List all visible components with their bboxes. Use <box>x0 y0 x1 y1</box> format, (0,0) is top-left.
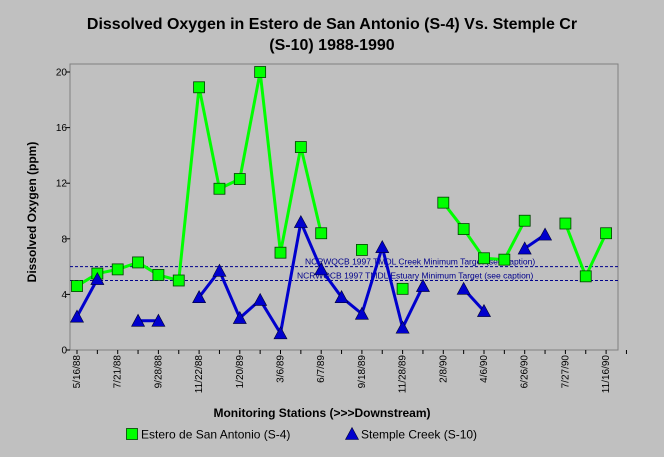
x-tick-label: 11/22/88 <box>194 355 205 394</box>
x-tick-label: 1/20/89 <box>235 355 246 389</box>
data-point <box>559 217 572 230</box>
x-tick-label: 5/16/88 <box>72 355 83 389</box>
x-tick-label: 9/18/89 <box>357 355 368 389</box>
data-point <box>193 81 206 94</box>
data-point <box>254 66 267 78</box>
y-tick-label: 4 <box>61 290 67 301</box>
x-tick-label: 11/16/90 <box>601 355 612 394</box>
data-point <box>151 313 166 327</box>
data-point <box>294 141 307 153</box>
data-point <box>579 270 592 283</box>
data-point <box>71 280 83 292</box>
series-layer <box>69 66 612 340</box>
legend-marker-triangle <box>344 426 360 440</box>
y-tick-label: 20 <box>56 68 68 79</box>
y-tick-label: 12 <box>56 179 68 190</box>
data-point <box>90 271 105 285</box>
x-tick-label: 7/21/88 <box>113 355 124 389</box>
data-point <box>314 262 329 276</box>
data-point <box>131 313 146 327</box>
data-point <box>437 196 450 209</box>
x-tick-label: 6/7/89 <box>316 355 327 383</box>
series-line <box>197 220 425 335</box>
x-tick-label: 3/6/89 <box>276 355 287 383</box>
legend-label: Estero de San Antonio (S-4) <box>141 428 290 442</box>
data-point <box>334 290 349 303</box>
data-point <box>233 173 246 185</box>
data-point <box>600 227 612 240</box>
legend-marker-square <box>126 428 138 440</box>
series-line <box>75 278 99 318</box>
data-point <box>212 263 227 277</box>
x-tick-label: 7/27/90 <box>560 355 571 389</box>
reference-line-label: NCRWQCB 1997 TMDL Creek Minimum Target (… <box>305 257 535 267</box>
series-stemple-creek <box>69 214 553 340</box>
data-point <box>273 326 288 340</box>
data-point <box>293 214 308 228</box>
reference-line-label: NCRWQCB 1997 TMDL Estuary Minimum Target… <box>297 271 534 281</box>
data-point <box>375 240 390 253</box>
data-point <box>172 274 185 287</box>
y-tick-label: 0 <box>61 346 67 357</box>
x-tick-label: 2/8/90 <box>438 355 449 383</box>
data-point <box>152 269 165 281</box>
y-axis: 0 4 8 12 16 20 <box>56 68 70 357</box>
data-point <box>456 281 471 295</box>
data-point <box>355 244 368 256</box>
x-tick-label: 4/6/90 <box>479 355 490 383</box>
data-point <box>274 246 287 259</box>
x-tick-label: 11/28/89 <box>398 355 409 394</box>
y-tick-label: 8 <box>61 234 67 245</box>
data-point <box>315 227 328 240</box>
x-axis: 5/16/88 7/21/88 9/28/88 11/22/88 1/20/89 3/6/… <box>72 350 627 394</box>
data-point <box>457 223 470 235</box>
data-point <box>213 182 226 195</box>
x-tick-label: 6/26/90 <box>520 355 531 389</box>
data-point <box>396 282 409 295</box>
data-point <box>478 252 490 265</box>
data-point <box>111 263 124 276</box>
plot-frame <box>69 63 619 351</box>
data-point <box>253 292 268 306</box>
chart-title-line-2: (S-10) 1988-1990 <box>269 37 395 54</box>
x-tick-label: 9/28/88 <box>153 355 164 389</box>
legend-label: Stemple Creek (S-10) <box>361 428 477 442</box>
data-point <box>476 303 492 317</box>
x-axis-title: Monitoring Stations (>>>Downstream) <box>213 406 430 420</box>
data-point <box>518 214 531 227</box>
data-point <box>498 253 511 266</box>
data-point <box>354 306 369 320</box>
data-point <box>69 309 85 323</box>
data-point <box>415 278 430 292</box>
chart-title-line-1: Dissolved Oxygen in Estero de San Antoni… <box>87 16 577 33</box>
data-point <box>232 310 247 324</box>
data-point <box>395 320 410 334</box>
data-point <box>192 290 207 303</box>
y-tick-label: 16 <box>56 123 68 134</box>
y-axis-title: Dissolved Oxygen (ppm) <box>25 142 39 283</box>
data-point <box>538 227 553 241</box>
data-point <box>517 241 532 255</box>
legend: Estero de San Antonio (S-4) Stemple Creek… <box>126 426 477 442</box>
data-point <box>132 256 144 269</box>
